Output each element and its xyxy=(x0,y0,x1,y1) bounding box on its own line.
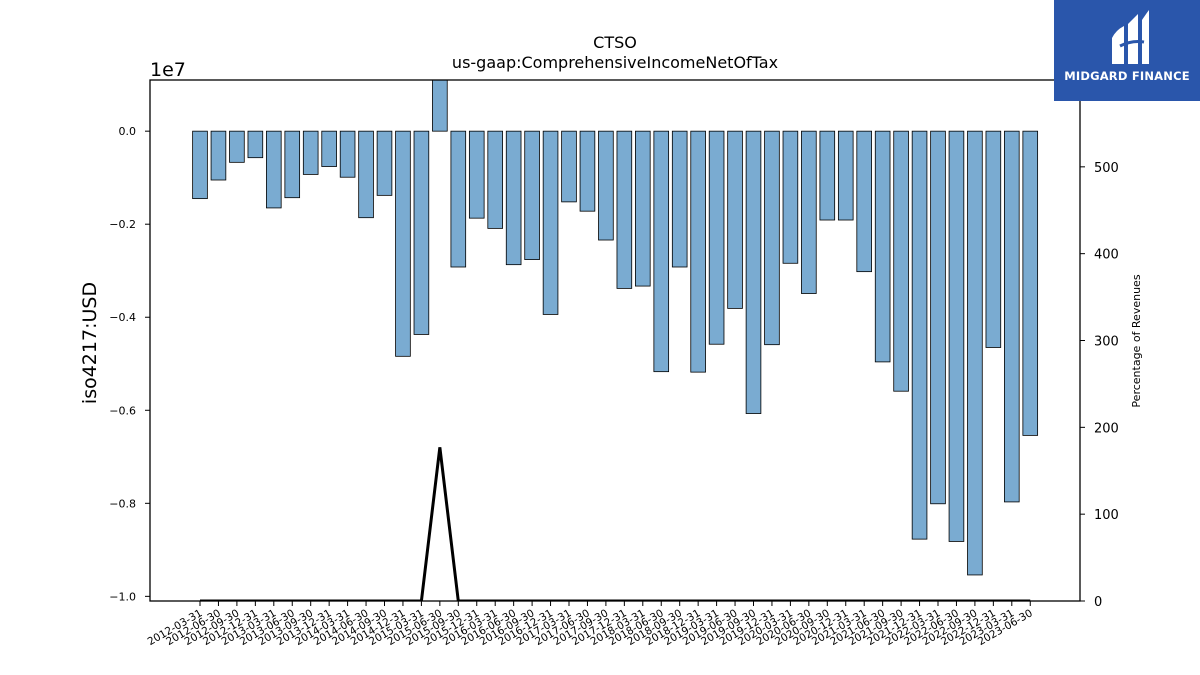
bar-2022-06-30 xyxy=(948,130,965,542)
brand-logo: MIDGARD FINANCE xyxy=(1054,0,1200,101)
bar-2021-09-30 xyxy=(893,130,909,392)
bar-2012-06-30 xyxy=(210,130,227,181)
y-axis: 0.0 −0.2 −0.4 −0.6 −0.8 −1.0 xyxy=(109,125,150,603)
bar-2016-09-30 xyxy=(524,130,540,260)
bar-2014-06-30 xyxy=(358,130,374,219)
bar-2022-03-31 xyxy=(930,130,946,505)
bar-2016-03-31 xyxy=(487,130,503,229)
bar-2013-06-30 xyxy=(284,130,301,199)
line-group xyxy=(200,447,1031,601)
bar-2017-12-31 xyxy=(616,130,633,289)
y-tick-label: 0.0 xyxy=(119,125,137,138)
y2-tick-label: 500 xyxy=(1094,161,1119,176)
bar-2018-03-31 xyxy=(635,130,651,287)
bar-2023-03-31 xyxy=(1004,130,1020,503)
chart-title: CTSO xyxy=(593,33,637,52)
bar-2016-06-30 xyxy=(505,130,522,266)
bar-2018-09-30 xyxy=(671,130,688,268)
y2-axis: 0 100 200 300 400 500 xyxy=(1080,161,1119,610)
bar-2020-09-30 xyxy=(819,130,836,221)
bar-2017-09-30 xyxy=(598,130,614,241)
brand-name: MIDGARD FINANCE xyxy=(1064,69,1190,83)
bar-2013-03-31 xyxy=(266,130,282,209)
bar-2021-06-30 xyxy=(874,130,891,363)
bar-2022-09-30 xyxy=(967,130,983,576)
y2-tick-label: 400 xyxy=(1094,248,1119,263)
bar-2019-09-30 xyxy=(745,130,762,414)
y-tick-label: −0.6 xyxy=(109,404,136,417)
series-line-0 xyxy=(200,447,1031,601)
midgard-logo-icon xyxy=(1112,10,1149,64)
bar-2013-09-30 xyxy=(302,130,319,175)
bar-2019-06-30 xyxy=(727,130,743,309)
y2-axis-label: Percentage of Revenues xyxy=(1130,274,1143,407)
chart-subtitle: us-gaap:ComprehensiveIncomeNetOfTax xyxy=(452,53,778,72)
bar-2020-12-31 xyxy=(837,130,854,221)
y-tick-label: −0.2 xyxy=(109,218,136,231)
bar-2021-03-31 xyxy=(856,130,872,273)
bar-2023-06-30 xyxy=(1022,130,1039,436)
bar-2012-12-31 xyxy=(247,130,264,159)
bar-2018-06-30 xyxy=(653,130,670,373)
y-axis-label: iso4217:USD xyxy=(79,282,101,404)
bar-2018-12-31 xyxy=(690,130,706,373)
bar-2017-06-30 xyxy=(579,130,596,212)
y-tick-label: −1.0 xyxy=(109,590,136,603)
bar-2020-03-31 xyxy=(782,130,799,264)
y2-tick-label: 100 xyxy=(1094,508,1119,523)
bar-2012-03-31 xyxy=(192,130,208,200)
bar-2019-03-31 xyxy=(708,130,725,345)
bar-2014-03-31 xyxy=(339,130,356,178)
bar-2021-12-31 xyxy=(911,130,928,540)
bar-2015-03-31 xyxy=(413,130,430,335)
bar-2020-06-30 xyxy=(801,130,817,294)
bar-2013-12-31 xyxy=(321,130,337,167)
bar-2015-12-31 xyxy=(468,130,485,219)
bar-2019-12-31 xyxy=(764,130,780,346)
bar-2014-12-31 xyxy=(395,130,411,357)
y2-tick-label: 300 xyxy=(1094,335,1119,350)
bar-2014-09-30 xyxy=(376,130,393,196)
bar-2017-03-31 xyxy=(561,130,577,203)
bar-2012-09-30 xyxy=(229,130,245,163)
bar-2016-12-31 xyxy=(542,130,559,315)
x-axis: 2012-03-312012-06-302012-09-302012-12-31… xyxy=(146,601,1035,648)
y-scale-label: 1e7 xyxy=(150,59,186,81)
bar-2022-12-31 xyxy=(985,130,1002,348)
bar-2015-06-30 xyxy=(432,80,448,132)
bars-group xyxy=(192,80,1039,576)
y2-tick-label: 0 xyxy=(1094,595,1102,610)
bar-2015-09-30 xyxy=(450,130,467,268)
y-tick-label: −0.8 xyxy=(109,497,136,510)
y2-tick-label: 200 xyxy=(1094,421,1119,436)
y-tick-label: −0.4 xyxy=(109,311,136,324)
